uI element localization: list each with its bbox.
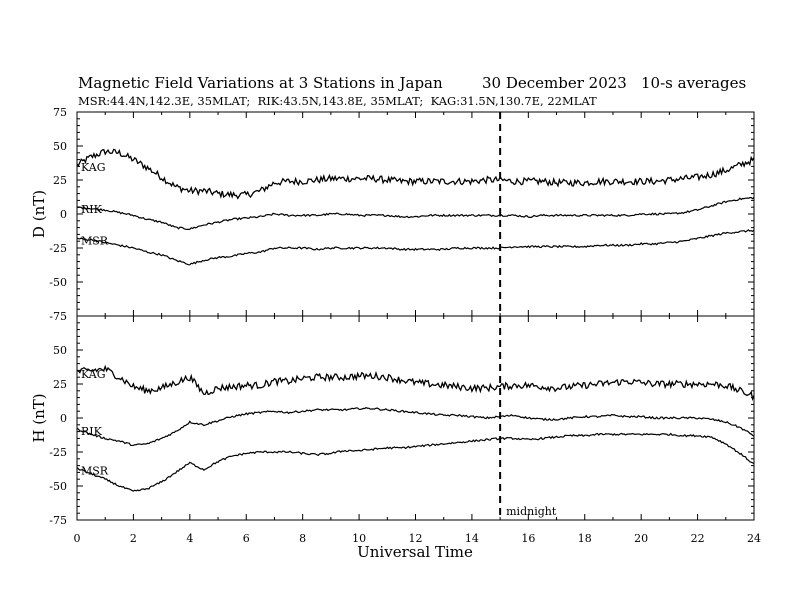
- series-label-kag: KAG: [81, 161, 106, 174]
- x-tick-label: 14: [465, 532, 479, 545]
- y-axis-label-h: H (nT): [30, 393, 48, 442]
- midnight-label: midnight: [506, 505, 557, 518]
- x-tick-label: 16: [521, 532, 535, 545]
- station-info: MSR:44.4N,142.3E, 35MLAT; RIK:43.5N,143.…: [78, 94, 597, 108]
- series-line-kag: [76, 364, 755, 402]
- y-tick-label: 50: [53, 140, 67, 153]
- x-tick-label: 6: [243, 532, 250, 545]
- x-tick-label: 12: [409, 532, 423, 545]
- data-series: KAG RIK MSR KAG RIK MSR: [76, 148, 755, 492]
- y-tick-label: -25: [49, 242, 67, 255]
- x-tick-label: 0: [74, 532, 81, 545]
- series-line-msr: [76, 229, 755, 266]
- y-tick-label: 25: [53, 378, 67, 391]
- y-tick-label: -50: [49, 276, 67, 289]
- y-tick-label: 25: [53, 174, 67, 187]
- y-tick-label: -50: [49, 480, 67, 493]
- y-tick-label: 0: [60, 412, 67, 425]
- y-tick-label: 50: [53, 344, 67, 357]
- x-tick-label: 24: [747, 532, 761, 545]
- chart-averaging: 10-s averages: [641, 74, 746, 92]
- y-tick-label: 0: [60, 208, 67, 221]
- series-label-rik: RIK: [81, 425, 103, 438]
- chart-title: Magnetic Field Variations at 3 Stations …: [78, 74, 443, 92]
- x-tick-label: 4: [186, 532, 193, 545]
- series-line-msr: [76, 432, 755, 492]
- series-label-kag: KAG: [81, 368, 106, 381]
- chart-date: 30 December 2023: [482, 74, 627, 92]
- series-label-rik: RIK: [81, 203, 103, 216]
- x-tick-label: 10: [352, 532, 366, 545]
- y-axis-label-d: D (nT): [30, 190, 48, 238]
- x-tick-label: 20: [634, 532, 648, 545]
- y-tick-label: -75: [49, 514, 67, 527]
- series-line-rik: [76, 406, 755, 447]
- y-tick-label: 75: [53, 106, 67, 119]
- y-tick-label: -25: [49, 446, 67, 459]
- x-tick-label: 8: [299, 532, 306, 545]
- series-label-msr: MSR: [81, 464, 109, 477]
- y-tick-label: -75: [49, 310, 67, 323]
- x-tick-label: 18: [578, 532, 592, 545]
- series-line-kag: [76, 148, 755, 200]
- x-tick-label: 22: [691, 532, 705, 545]
- series-line-rik: [76, 196, 755, 231]
- x-axis-label: Universal Time: [357, 543, 473, 561]
- panel-frame-h: [76, 315, 755, 521]
- x-tick-label: 2: [130, 532, 137, 545]
- series-label-msr: MSR: [81, 234, 109, 247]
